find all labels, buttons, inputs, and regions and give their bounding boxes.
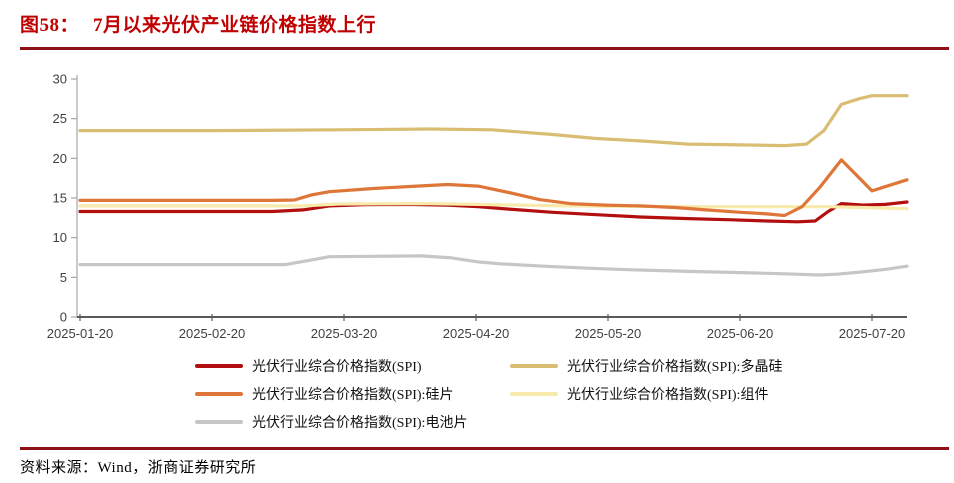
legend-item-wafer: 光伏行业综合价格指数(SPI):硅片 — [195, 384, 510, 404]
legend-label-wafer: 光伏行业综合价格指数(SPI):硅片 — [252, 388, 454, 403]
legend-item-spi: 光伏行业综合价格指数(SPI) — [195, 356, 510, 376]
legend-label-module: 光伏行业综合价格指数(SPI):组件 — [567, 388, 769, 403]
x-tick-label: 2025-05-20 — [575, 326, 642, 341]
y-tick-label: 15 — [53, 191, 67, 206]
y-tick-label: 10 — [53, 230, 67, 245]
y-tick-label: 25 — [53, 111, 67, 126]
y-tick-label: 5 — [60, 270, 67, 285]
series-line-polysilicon — [78, 94, 909, 148]
legend-label-cell: 光伏行业综合价格指数(SPI):电池片 — [252, 416, 468, 431]
x-tick-label: 2025-06-20 — [707, 326, 774, 341]
legend-swatch-spi — [195, 363, 243, 369]
y-tick-label: 20 — [53, 151, 67, 166]
x-tick-label: 2025-01-20 — [47, 326, 114, 341]
legend-swatch-polysilicon — [510, 363, 558, 369]
y-tick-label: 0 — [60, 310, 67, 325]
x-tick-label: 2025-07-20 — [839, 326, 906, 341]
x-tick-label: 2025-02-20 — [179, 326, 246, 341]
figure-number-label: 图58： — [20, 15, 80, 36]
x-tick-label: 2025-04-20 — [443, 326, 510, 341]
source-note: 资料来源：Wind，浙商证券研究所 — [20, 460, 257, 476]
series-line-wafer — [78, 158, 909, 218]
series-line-cell — [78, 254, 909, 277]
chart-legend: 光伏行业综合价格指数(SPI) 光伏行业综合价格指数(SPI):硅片 光伏行业综… — [195, 352, 782, 436]
legend-item-module: 光伏行业综合价格指数(SPI):组件 — [510, 384, 782, 404]
legend-swatch-module — [510, 391, 558, 397]
legend-item-cell: 光伏行业综合价格指数(SPI):电池片 — [195, 412, 510, 432]
series-line-spi — [78, 200, 909, 224]
series-line-module — [78, 202, 909, 211]
legend-label-spi: 光伏行业综合价格指数(SPI) — [252, 360, 422, 375]
x-tick-label: 2025-03-20 — [311, 326, 378, 341]
y-tick-label: 30 — [53, 72, 67, 87]
legend-swatch-wafer — [195, 391, 243, 397]
figure-title: 图58： 7月以来光伏产业链价格指数上行 — [20, 10, 376, 37]
legend-label-polysilicon: 光伏行业综合价格指数(SPI):多晶硅 — [567, 360, 783, 375]
footer-divider-rule — [20, 447, 949, 450]
legend-swatch-cell — [195, 419, 243, 425]
figure-title-text: 7月以来光伏产业链价格指数上行 — [93, 15, 377, 36]
title-divider-rule — [20, 47, 949, 50]
legend-item-polysilicon: 光伏行业综合价格指数(SPI):多晶硅 — [510, 356, 782, 376]
